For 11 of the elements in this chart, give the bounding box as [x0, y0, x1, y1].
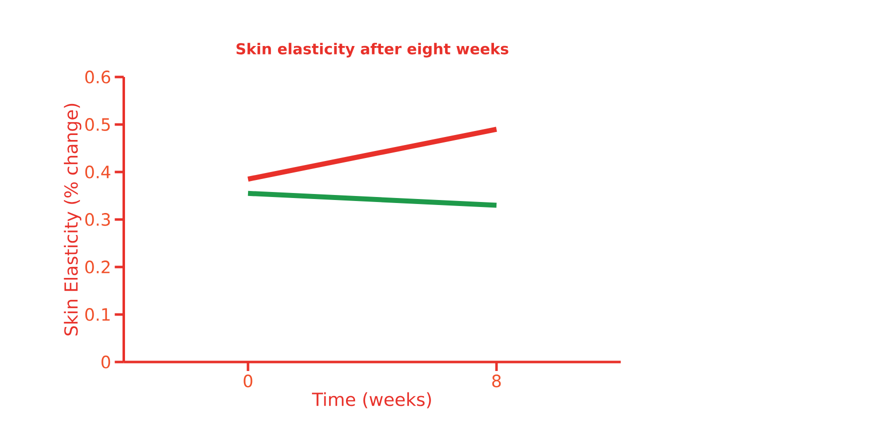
- x-tick-label: 8: [492, 374, 501, 388]
- y-tick-label: 0.1: [85, 308, 110, 321]
- y-axis-title: Skin Elasticity (% change): [64, 104, 82, 336]
- y-tick-label: 0.4: [85, 166, 110, 178]
- y-tick-label: 0.5: [85, 118, 110, 131]
- y-tick-label: 0.3: [85, 213, 110, 226]
- y-tick-label: 0.6: [85, 70, 110, 84]
- y-tick-label: 0: [102, 356, 110, 368]
- x-axis-title: Time (weeks): [312, 392, 431, 408]
- y-tick-label: 0.2: [85, 260, 110, 274]
- chart-title: Skin elasticity after eight weeks: [236, 42, 508, 58]
